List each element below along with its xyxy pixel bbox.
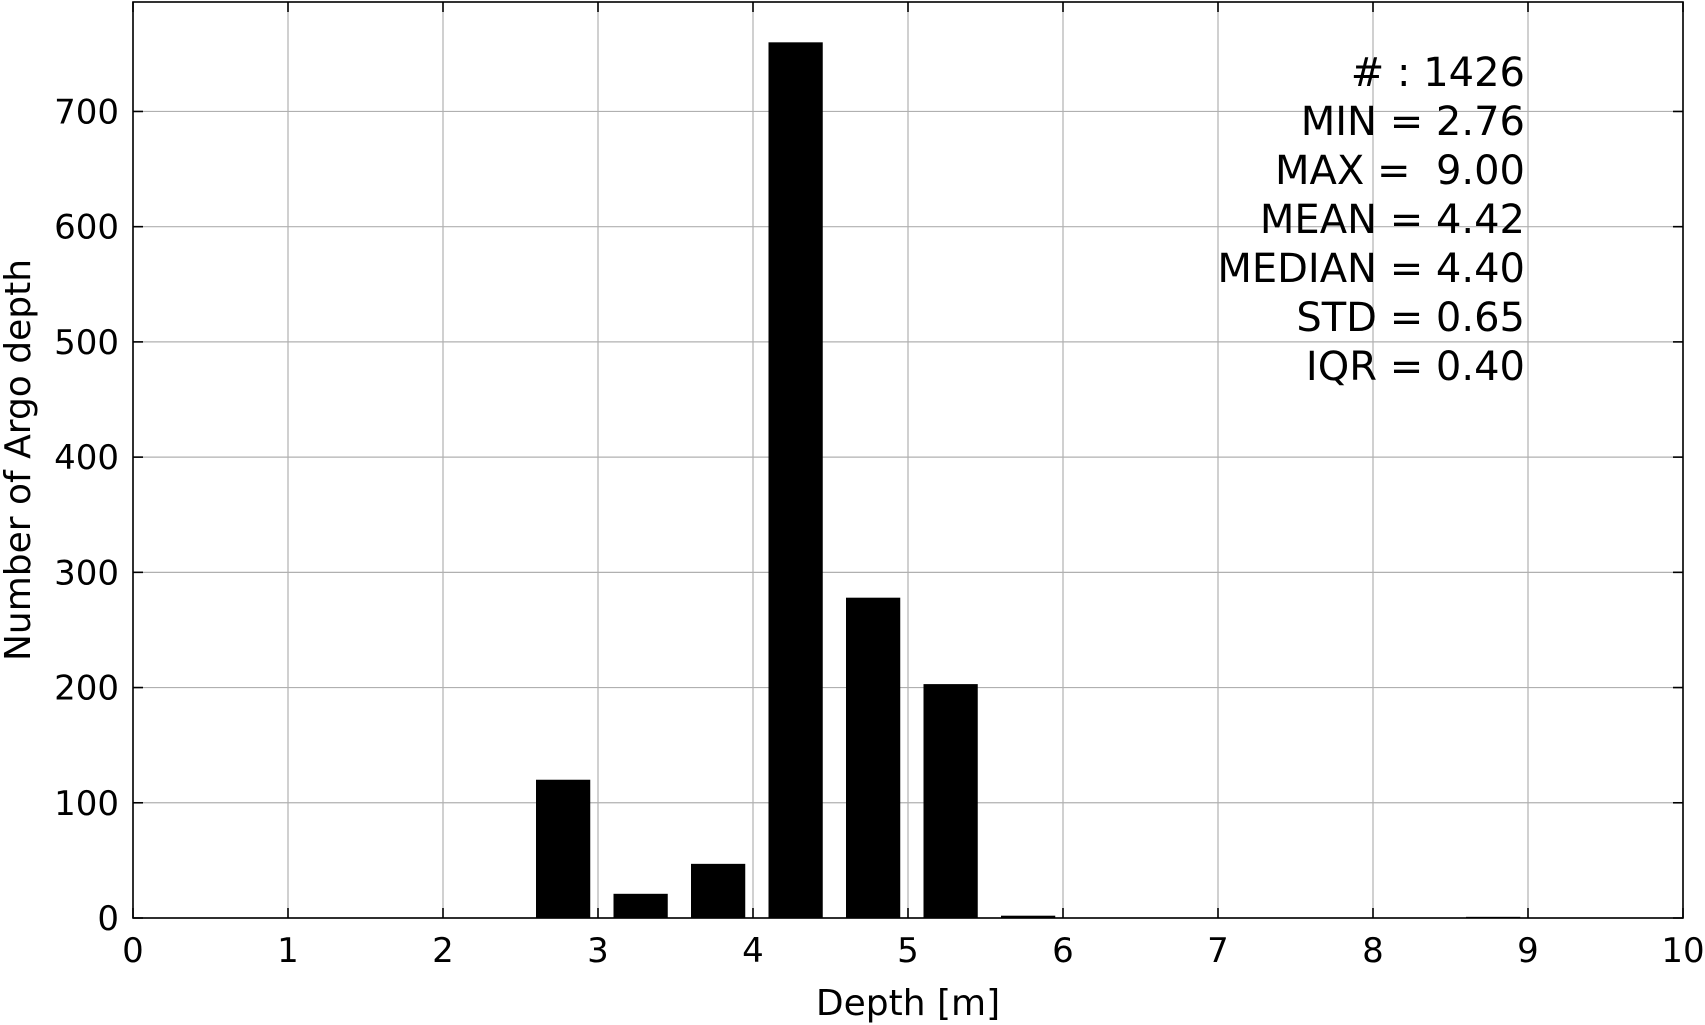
histogram-bar — [923, 684, 978, 918]
y-axis-label: Number of Argo depth — [0, 259, 39, 661]
histogram-bar — [846, 597, 901, 918]
x-tick-label: 5 — [897, 931, 919, 971]
y-tick-label: 200 — [54, 669, 119, 709]
histogram-bar — [768, 42, 823, 919]
y-tick-label: 100 — [54, 784, 119, 824]
stat-line: MEAN = 4.42 — [1260, 197, 1525, 243]
x-tick-label: 2 — [432, 931, 454, 971]
histogram-bars — [536, 42, 1521, 919]
plot-frame — [132, 1, 1684, 919]
y-tick-label: 300 — [54, 553, 119, 593]
x-tick-label: 6 — [1052, 931, 1074, 971]
stat-line: STD = 0.65 — [1296, 295, 1525, 341]
x-tick-label: 10 — [1661, 931, 1704, 971]
y-tick-label: 400 — [54, 438, 119, 478]
y-tick-label: 600 — [54, 208, 119, 248]
stat-line: MAX = 9.00 — [1275, 148, 1525, 194]
x-axis-label: Depth [m] — [816, 983, 1000, 1024]
stat-line: MIN = 2.76 — [1301, 99, 1525, 145]
histogram-bar — [691, 863, 746, 918]
histogram-bar — [613, 893, 668, 918]
histogram-bar — [1001, 915, 1056, 918]
stat-line: IQR = 0.40 — [1306, 344, 1525, 390]
stat-line: # : 1426 — [1351, 50, 1525, 96]
x-tick-label: 8 — [1362, 931, 1384, 971]
x-tick-label: 9 — [1517, 931, 1539, 971]
x-tick-label: 3 — [587, 931, 609, 971]
histogram-bar — [536, 779, 591, 918]
x-tick-label: 7 — [1207, 931, 1229, 971]
x-tick-label: 1 — [277, 931, 299, 971]
y-tick-label: 500 — [54, 323, 119, 363]
x-tick-label: 0 — [122, 931, 144, 971]
y-tick-label: 700 — [54, 92, 119, 132]
stat-line: MEDIAN = 4.40 — [1217, 246, 1525, 292]
y-tick-label: 0 — [97, 899, 119, 939]
x-tick-label: 4 — [742, 931, 764, 971]
